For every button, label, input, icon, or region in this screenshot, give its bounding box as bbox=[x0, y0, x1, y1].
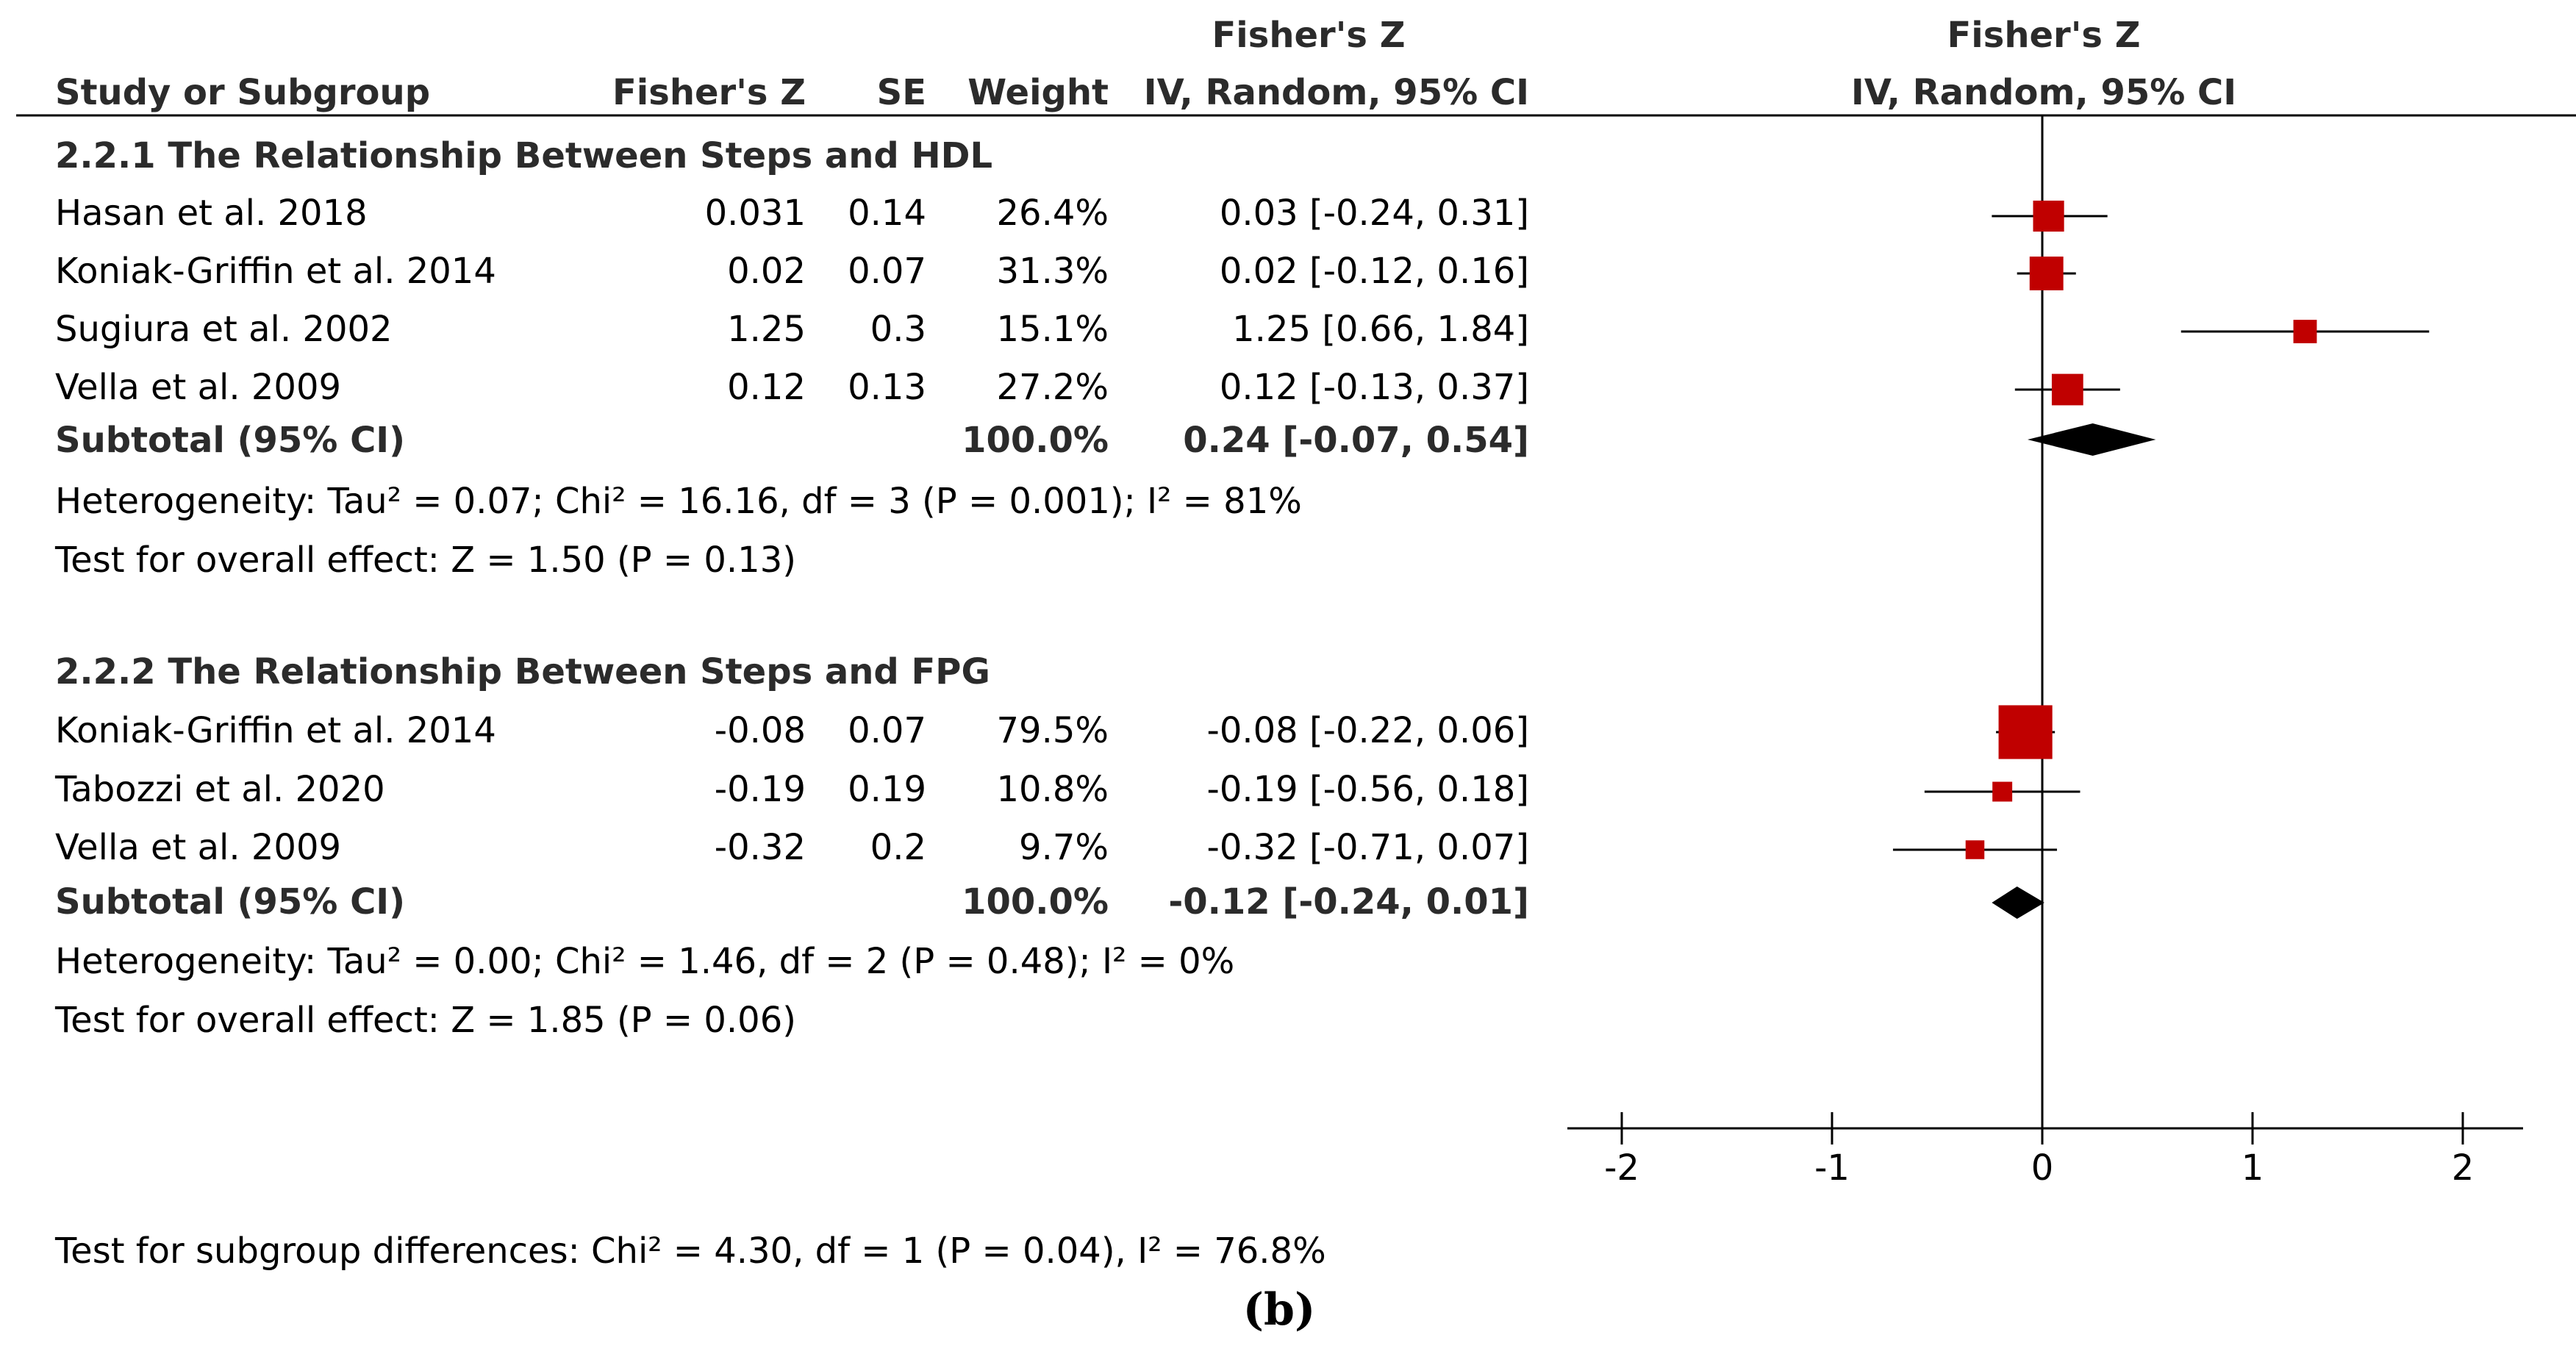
subtotal-label: Subtotal (95% CI) bbox=[55, 420, 406, 461]
se-column-header: SE bbox=[876, 72, 926, 113]
study-name: Vella et al. 2009 bbox=[55, 367, 342, 408]
overall-effect-text: Test for overall effect: Z = 1.85 (P = 0… bbox=[55, 1000, 796, 1041]
x-axis-tick-label: -1 bbox=[1814, 1147, 1850, 1189]
study-weight: 9.7% bbox=[1019, 827, 1109, 868]
study-fisherz: -0.08 bbox=[714, 710, 806, 751]
study-estimate-square bbox=[2033, 200, 2064, 232]
study-ci: 0.02 [-0.12, 0.16] bbox=[1219, 251, 1529, 292]
study-weight: 27.2% bbox=[996, 367, 1109, 408]
subtotal-diamond bbox=[1992, 886, 2044, 919]
study-fisherz: 0.12 bbox=[727, 367, 806, 408]
study-fisherz: 0.031 bbox=[704, 193, 806, 234]
figure-caption: (b) bbox=[1242, 1284, 1316, 1336]
weight-column-header: Weight bbox=[967, 72, 1109, 113]
study-ci: -0.08 [-0.22, 0.06] bbox=[1206, 710, 1530, 751]
study-estimate-square bbox=[2029, 257, 2064, 290]
x-axis-tick-label: 1 bbox=[2242, 1147, 2264, 1189]
study-estimate-square bbox=[1965, 840, 1985, 859]
plot-group-header: Fisher's Z bbox=[1947, 15, 2141, 56]
study-weight: 10.8% bbox=[996, 769, 1109, 810]
study-ci: 1.25 [0.66, 1.84] bbox=[1232, 309, 1529, 350]
overall-effect-text: Test for overall effect: Z = 1.50 (P = 0… bbox=[55, 540, 796, 581]
study-name: Koniak-Griffin et al. 2014 bbox=[55, 710, 496, 751]
study-ci: -0.19 [-0.56, 0.18] bbox=[1206, 769, 1530, 810]
study-name: Hasan et al. 2018 bbox=[55, 193, 368, 234]
study-name: Sugiura et al. 2002 bbox=[55, 309, 393, 350]
x-axis-tick-label: -2 bbox=[1604, 1147, 1639, 1189]
heterogeneity-text: Heterogeneity: Tau² = 0.00; Chi² = 1.46,… bbox=[55, 941, 1235, 982]
study-se: 0.14 bbox=[848, 193, 926, 234]
study-estimate-square bbox=[2293, 320, 2317, 343]
subtotal-ci: 0.24 [-0.07, 0.54] bbox=[1183, 420, 1529, 461]
study-name: Tabozzi et al. 2020 bbox=[55, 769, 385, 810]
study-se: 0.3 bbox=[870, 309, 926, 350]
subtotal-weight: 100.0% bbox=[962, 881, 1109, 923]
study-se: 0.07 bbox=[848, 710, 926, 751]
study-weight: 79.5% bbox=[996, 710, 1109, 751]
study-ci: 0.12 [-0.13, 0.37] bbox=[1219, 367, 1529, 408]
study-fisherz: -0.19 bbox=[714, 769, 806, 810]
subtotal-weight: 100.0% bbox=[962, 420, 1109, 461]
study-estimate-square bbox=[2051, 373, 2083, 406]
fisherz-column-header: Fisher's Z bbox=[612, 72, 806, 113]
study-se: 0.07 bbox=[848, 251, 926, 292]
study-column-header: Study or Subgroup bbox=[55, 72, 431, 113]
study-weight: 26.4% bbox=[996, 193, 1109, 234]
study-weight: 15.1% bbox=[996, 309, 1109, 350]
study-weight: 31.3% bbox=[996, 251, 1109, 292]
subgroup-title: 2.2.2 The Relationship Between Steps and… bbox=[55, 651, 990, 692]
study-fisherz: 1.25 bbox=[727, 309, 806, 350]
study-fisherz: -0.32 bbox=[714, 827, 806, 868]
study-name: Koniak-Griffin et al. 2014 bbox=[55, 251, 496, 292]
study-se: 0.19 bbox=[848, 769, 926, 810]
study-se: 0.2 bbox=[870, 827, 926, 868]
subtotal-diamond bbox=[2027, 423, 2156, 456]
study-estimate-square bbox=[1998, 705, 2053, 759]
study-name: Vella et al. 2009 bbox=[55, 827, 342, 868]
study-fisherz: 0.02 bbox=[727, 251, 806, 292]
x-axis-tick-label: 0 bbox=[2031, 1147, 2054, 1189]
subgroup-title: 2.2.1 The Relationship Between Steps and… bbox=[55, 135, 993, 176]
fisherz-ci-group-header: Fisher's Z bbox=[1212, 15, 1406, 56]
study-se: 0.13 bbox=[848, 367, 926, 408]
study-ci: -0.32 [-0.71, 0.07] bbox=[1206, 827, 1530, 868]
subtotal-label: Subtotal (95% CI) bbox=[55, 881, 406, 923]
ci-column-header: IV, Random, 95% CI bbox=[1143, 72, 1529, 113]
subtotal-ci: -0.12 [-0.24, 0.01] bbox=[1168, 881, 1529, 923]
plot-column-header: IV, Random, 95% CI bbox=[1850, 72, 2237, 113]
subgroup-differences-text: Test for subgroup differences: Chi² = 4.… bbox=[55, 1231, 1326, 1272]
heterogeneity-text: Heterogeneity: Tau² = 0.07; Chi² = 16.16… bbox=[55, 481, 1302, 522]
study-estimate-square bbox=[1992, 781, 2013, 802]
x-axis-tick-label: 2 bbox=[2452, 1147, 2475, 1189]
study-ci: 0.03 [-0.24, 0.31] bbox=[1219, 193, 1529, 234]
